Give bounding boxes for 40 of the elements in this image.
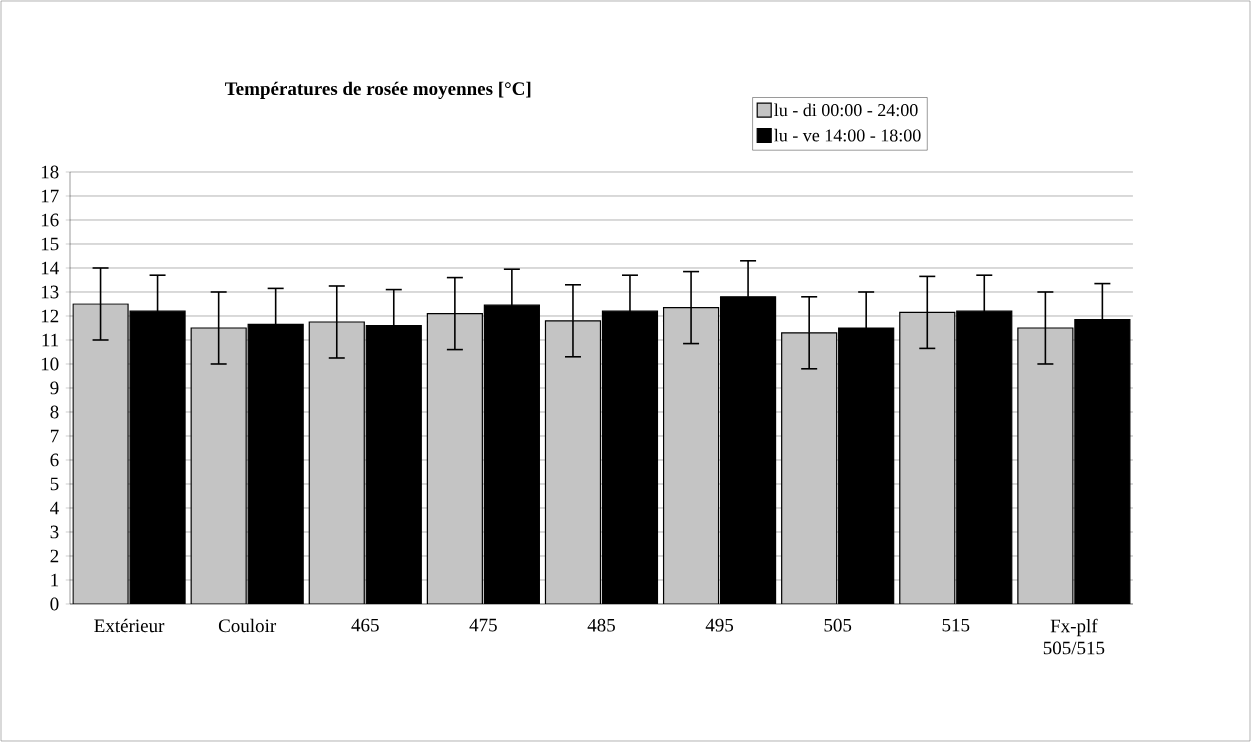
y-tick-label: 3 xyxy=(50,525,59,539)
y-tick-label: 2 xyxy=(50,549,59,563)
y-tick-label: 16 xyxy=(41,213,59,227)
y-tick-label: 17 xyxy=(41,189,59,203)
y-tick-label: 11 xyxy=(42,333,59,347)
x-tick-label: 475 xyxy=(469,618,497,632)
y-tick-label: 10 xyxy=(41,357,59,371)
x-tick-label: 465 xyxy=(351,618,379,632)
y-tick-label: 7 xyxy=(50,429,59,443)
y-tick-label: 9 xyxy=(50,381,59,395)
y-tick-label: 18 xyxy=(41,165,59,179)
y-tick-label: 6 xyxy=(50,453,59,467)
y-tick-label: 4 xyxy=(50,501,59,515)
y-tick-label: 1 xyxy=(51,573,59,587)
y-tick-label: 14 xyxy=(41,261,59,275)
x-tick-label: Couloir xyxy=(218,618,277,633)
legend-label: lu - ve 14:00 - 18:00 xyxy=(774,128,921,142)
x-tick-label: 515 xyxy=(942,618,970,632)
bar xyxy=(899,311,956,604)
bar xyxy=(1017,327,1074,604)
bar xyxy=(781,332,838,604)
y-tick-label: 15 xyxy=(41,237,59,251)
y-tick-label: 8 xyxy=(50,405,59,419)
bar xyxy=(190,327,247,604)
bar xyxy=(544,320,602,604)
y-tick-label: 5 xyxy=(50,477,59,491)
x-tick-label: 505 xyxy=(824,618,852,632)
legend-label: lu - di 00:00 - 24:00 xyxy=(774,103,918,117)
y-tick-label: 12 xyxy=(41,309,59,323)
y-tick-label: 13 xyxy=(41,285,59,299)
bar xyxy=(72,303,129,604)
x-tick-label: Fx-plf 505/515 xyxy=(1043,618,1105,655)
x-tick-label: Extérieur xyxy=(94,618,165,633)
y-tick-label: 0 xyxy=(50,597,59,611)
bar xyxy=(308,321,365,604)
chart-title: Températures de rosée moyennes [°C] xyxy=(225,81,531,99)
bar xyxy=(662,306,720,604)
x-tick-label: 485 xyxy=(587,618,615,632)
bar xyxy=(426,312,483,604)
x-tick-label: 495 xyxy=(705,618,734,632)
